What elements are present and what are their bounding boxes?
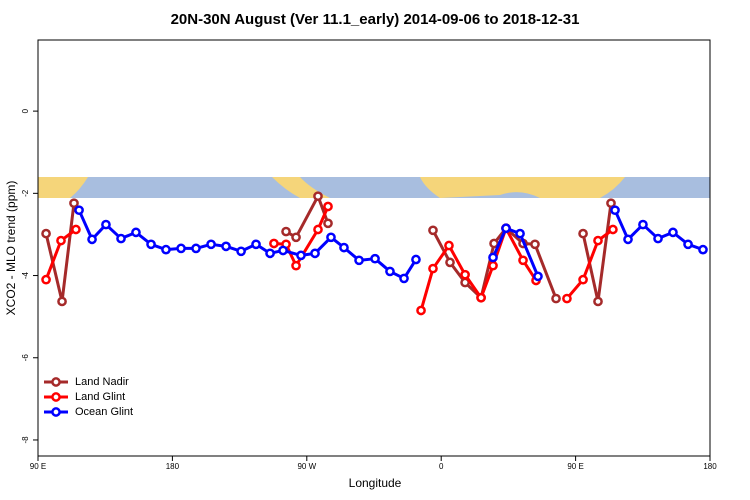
data-point <box>445 257 455 268</box>
data-point <box>683 239 693 250</box>
data-point <box>326 232 336 243</box>
chart-title: 20N-30N August (Ver 11.1_early) 2014-09-… <box>171 11 580 28</box>
data-point <box>698 244 708 255</box>
data-point <box>221 241 231 252</box>
data-point <box>444 240 454 251</box>
y-tick-label: -2 <box>21 189 30 197</box>
data-point <box>533 271 543 282</box>
data-point <box>593 235 603 246</box>
data-point <box>116 233 126 244</box>
legend-label: Ocean Glint <box>75 406 133 418</box>
data-point <box>269 238 279 249</box>
data-point <box>206 239 216 250</box>
data-point <box>265 248 275 259</box>
data-point <box>176 243 186 254</box>
data-point <box>313 191 323 202</box>
data-point <box>530 239 540 250</box>
data-point <box>146 239 156 250</box>
data-point <box>515 228 525 239</box>
data-point <box>428 263 438 274</box>
data-point <box>488 260 498 271</box>
data-point <box>339 242 349 253</box>
data-point <box>87 234 97 245</box>
data-point <box>57 296 67 307</box>
data-point <box>291 260 301 271</box>
x-tick-label: 180 <box>703 462 717 471</box>
data-point <box>578 274 588 285</box>
data-point <box>101 219 111 230</box>
data-point <box>578 228 588 239</box>
data-point <box>562 293 572 304</box>
data-point <box>668 227 678 238</box>
data-point <box>623 234 633 245</box>
x-tick-label: 90 W <box>297 462 316 471</box>
data-point <box>608 224 618 235</box>
data-point <box>236 246 246 257</box>
data-point <box>323 218 333 229</box>
legend-marker <box>51 392 61 402</box>
data-point <box>69 198 79 209</box>
y-tick-label: -8 <box>21 436 30 444</box>
data-point <box>653 233 663 244</box>
data-point <box>593 296 603 307</box>
data-point <box>251 239 261 250</box>
data-point <box>41 274 51 285</box>
data-point <box>638 219 648 230</box>
data-point <box>416 305 426 316</box>
data-point <box>428 225 438 236</box>
x-tick-label: 90 E <box>567 462 583 471</box>
x-tick-label: 90 E <box>30 462 46 471</box>
data-point <box>354 255 364 266</box>
data-point <box>460 269 470 280</box>
legend-label: Land Nadir <box>75 376 129 388</box>
data-point <box>610 205 620 216</box>
legend-label: Land Glint <box>75 391 125 403</box>
data-point <box>71 224 81 235</box>
data-point <box>606 198 616 209</box>
data-point <box>476 292 486 303</box>
data-point <box>385 266 395 277</box>
data-point <box>313 224 323 235</box>
data-point <box>488 252 498 263</box>
plot-frame <box>37 39 711 457</box>
legend-marker <box>51 407 61 417</box>
data-point <box>501 223 511 234</box>
x-tick-label: 180 <box>166 462 180 471</box>
map-strip <box>38 177 710 198</box>
data-point <box>370 253 380 264</box>
data-point <box>191 243 201 254</box>
data-point <box>278 245 288 256</box>
data-point <box>518 255 528 266</box>
data-point <box>41 228 51 239</box>
data-point <box>310 248 320 259</box>
data-point <box>399 273 409 284</box>
data-point <box>281 226 291 237</box>
x-axis-label: Longitude <box>349 476 402 490</box>
x-tick-label: 0 <box>439 462 444 471</box>
data-point <box>291 232 301 243</box>
y-tick-label: 0 <box>21 108 30 113</box>
data-point <box>411 254 421 265</box>
legend-marker <box>51 377 61 387</box>
data-point <box>56 235 66 246</box>
data-point <box>323 201 333 212</box>
y-tick-label: -6 <box>21 354 30 362</box>
data-point <box>161 244 171 255</box>
data-point <box>74 205 84 216</box>
data-point <box>551 293 561 304</box>
data-point <box>131 227 141 238</box>
y-tick-label: -4 <box>21 271 30 279</box>
data-point <box>296 250 306 261</box>
y-axis-label: XCO2 - MLO trend (ppm) <box>4 181 18 316</box>
